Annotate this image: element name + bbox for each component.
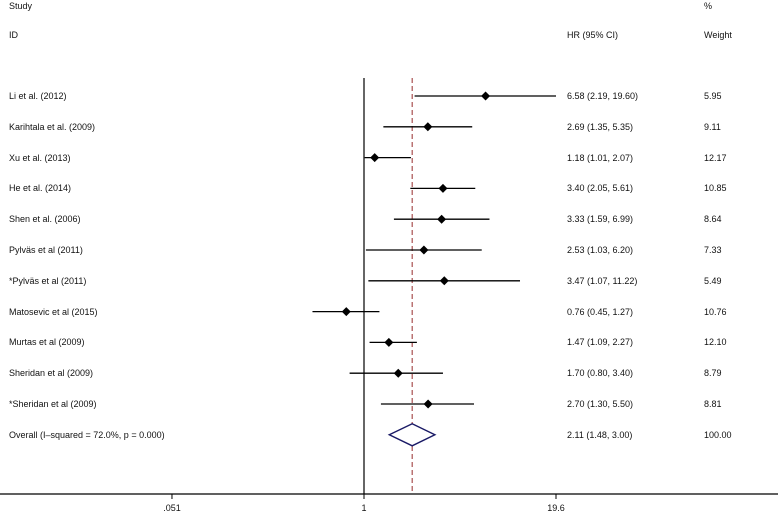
point-estimate-marker	[384, 337, 394, 347]
hr-ci-value: 3.33 (1.59, 6.99)	[567, 214, 634, 225]
weight-value: 10.76	[704, 306, 727, 317]
weight-value: 5.95	[704, 91, 722, 101]
study-label: He et al. (2014)	[9, 183, 72, 194]
study-label: Karihtala et al. (2009)	[9, 121, 96, 132]
overall-diamond	[387, 423, 437, 447]
x-tick-label: .051	[163, 503, 181, 513]
hr-ci-value: 1.18 (1.01, 2.07)	[567, 152, 634, 163]
study-label: Murtas et al (2009)	[9, 337, 85, 348]
point-estimate-marker	[341, 307, 351, 317]
weight-value: 12.17	[704, 152, 727, 163]
point-estimate-marker	[393, 368, 403, 378]
weight-value: 8.81	[704, 399, 722, 409]
study-label: Sheridan et al (2009)	[9, 368, 94, 379]
x-tick-label: 1	[361, 503, 366, 513]
study-label: *Pylväs et al (2011)	[9, 275, 87, 286]
point-estimate-marker	[419, 245, 429, 255]
study-label: Xu et al. (2013)	[9, 152, 71, 163]
overall-weight-value: 100.00	[704, 429, 732, 440]
hr-ci-value: 1.47 (1.09, 2.27)	[567, 337, 634, 348]
study-label: Pylväs et al (2011)	[9, 245, 83, 255]
point-estimate-marker	[438, 183, 448, 193]
hr-ci-value: 6.58 (2.19, 19.60)	[567, 91, 639, 101]
overall-hr-ci-value: 2.11 (1.48, 3.00)	[567, 429, 633, 440]
point-estimate-marker	[423, 122, 433, 132]
study-label: Matosevic et al (2015)	[9, 306, 98, 317]
study-label: Li et al. (2012)	[9, 91, 67, 101]
point-estimate-marker	[370, 153, 380, 163]
point-estimate-marker	[423, 399, 433, 409]
weight-value: 5.49	[704, 275, 722, 286]
x-tick-label: 19.6	[547, 503, 565, 513]
hr-ci-column-header: HR (95% CI)	[567, 30, 619, 40]
weight-value: 7.33	[704, 245, 722, 255]
hr-ci-value: 2.70 (1.30, 5.50)	[567, 399, 634, 409]
weight-value: 12.10	[704, 337, 727, 348]
weight-value: 10.85	[704, 183, 727, 194]
hr-ci-value: 2.69 (1.35, 5.35)	[567, 121, 634, 132]
weight-percent-header: %	[704, 1, 713, 11]
hr-ci-value: 3.47 (1.07, 11.22)	[567, 275, 638, 286]
weight-value: 9.11	[704, 121, 721, 132]
point-estimate-marker	[481, 91, 491, 101]
hr-ci-value: 0.76 (0.45, 1.27)	[567, 306, 634, 317]
hr-ci-value: 2.53 (1.03, 6.20)	[567, 245, 634, 255]
point-estimate-marker	[439, 276, 449, 286]
weight-value: 8.79	[704, 368, 722, 379]
study-column-header: Study	[9, 1, 33, 11]
id-column-header: ID	[9, 30, 18, 40]
hr-ci-value: 1.70 (0.80, 3.40)	[567, 368, 634, 379]
study-label: Shen et al. (2006)	[9, 214, 81, 225]
hr-ci-value: 3.40 (2.05, 5.61)	[567, 183, 634, 194]
study-label: *Sheridan et al (2009)	[9, 399, 97, 409]
weight-column-header: Weight	[704, 30, 732, 40]
overall-label: Overall (I–squared = 72.0%, p = 0.000)	[9, 429, 165, 440]
point-estimate-marker	[437, 214, 447, 224]
weight-value: 8.64	[704, 214, 722, 225]
